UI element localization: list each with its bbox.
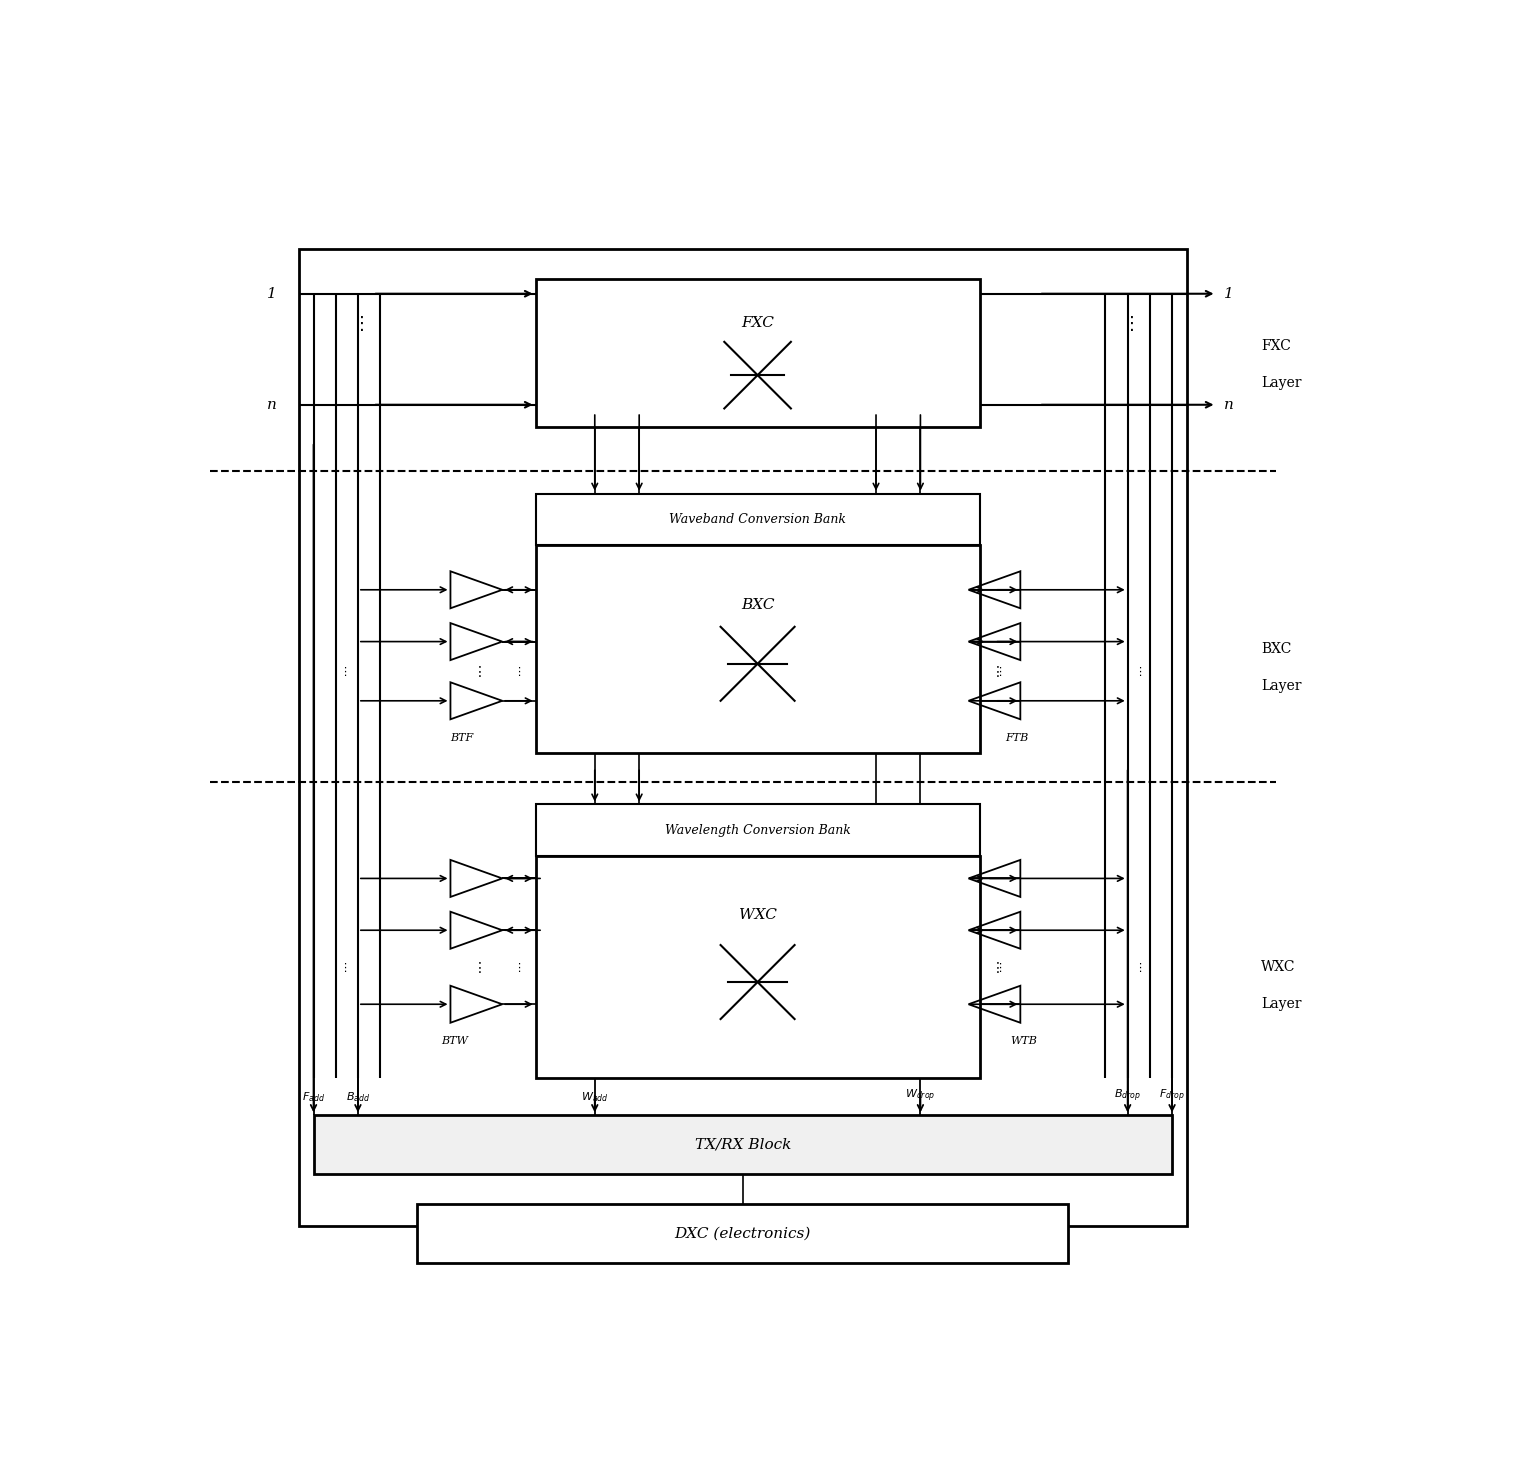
Text: WXC: WXC bbox=[1261, 960, 1295, 974]
Bar bbox=[536, 494, 980, 545]
Text: Waveband Conversion Bank: Waveband Conversion Bank bbox=[670, 513, 846, 526]
Text: $W_{drop}$: $W_{drop}$ bbox=[905, 1088, 935, 1105]
Text: 1: 1 bbox=[1224, 286, 1233, 301]
Text: $\vdots$: $\vdots$ bbox=[339, 961, 347, 973]
Bar bbox=[536, 805, 980, 856]
Text: $B_{drop}$: $B_{drop}$ bbox=[1114, 1088, 1141, 1105]
Text: Wavelength Conversion Bank: Wavelength Conversion Bank bbox=[665, 824, 851, 837]
Text: Layer: Layer bbox=[1261, 375, 1301, 390]
Text: $\vdots$: $\vdots$ bbox=[1134, 961, 1143, 973]
Bar bbox=[298, 250, 1187, 1226]
Text: n: n bbox=[267, 397, 276, 412]
Text: $\vdots$: $\vdots$ bbox=[513, 961, 522, 973]
Text: $W_{add}$: $W_{add}$ bbox=[581, 1090, 608, 1105]
Text: $\vdots$: $\vdots$ bbox=[472, 663, 481, 679]
Text: $F_{add}$: $F_{add}$ bbox=[303, 1090, 326, 1105]
Text: $\vdots$: $\vdots$ bbox=[513, 665, 522, 678]
Text: $\vdots$: $\vdots$ bbox=[989, 960, 1000, 974]
Text: WTB: WTB bbox=[1011, 1036, 1037, 1046]
Text: TX/RX Block: TX/RX Block bbox=[694, 1138, 791, 1151]
Bar bbox=[536, 856, 980, 1078]
Text: DXC (electronics): DXC (electronics) bbox=[674, 1227, 811, 1240]
Text: $\vdots$: $\vdots$ bbox=[989, 663, 1000, 679]
Text: Layer: Layer bbox=[1261, 679, 1301, 693]
Bar bbox=[313, 1115, 1172, 1175]
Text: $B_{add}$: $B_{add}$ bbox=[346, 1090, 370, 1105]
Text: BTW: BTW bbox=[441, 1036, 467, 1046]
Text: 1: 1 bbox=[267, 286, 276, 301]
Text: BXC: BXC bbox=[1261, 641, 1292, 656]
Text: n: n bbox=[1224, 397, 1233, 412]
Text: $\vdots$: $\vdots$ bbox=[1121, 314, 1134, 333]
Text: FXC: FXC bbox=[742, 317, 774, 330]
Text: FXC: FXC bbox=[1261, 339, 1290, 352]
Text: WXC: WXC bbox=[739, 909, 777, 922]
Bar bbox=[536, 545, 980, 752]
Text: BTF: BTF bbox=[450, 733, 473, 742]
Bar bbox=[418, 1204, 1069, 1264]
Text: BXC: BXC bbox=[740, 598, 774, 612]
Text: $\vdots$: $\vdots$ bbox=[472, 960, 481, 974]
Text: $\vdots$: $\vdots$ bbox=[994, 961, 1003, 973]
Text: $F_{drop}$: $F_{drop}$ bbox=[1160, 1088, 1184, 1105]
Text: $\vdots$: $\vdots$ bbox=[1134, 665, 1143, 678]
Bar bbox=[536, 279, 980, 427]
Text: $\vdots$: $\vdots$ bbox=[994, 665, 1003, 678]
Text: $\vdots$: $\vdots$ bbox=[352, 314, 364, 333]
Text: $\vdots$: $\vdots$ bbox=[339, 665, 347, 678]
Text: Layer: Layer bbox=[1261, 998, 1301, 1011]
Text: FTB: FTB bbox=[1005, 733, 1028, 742]
